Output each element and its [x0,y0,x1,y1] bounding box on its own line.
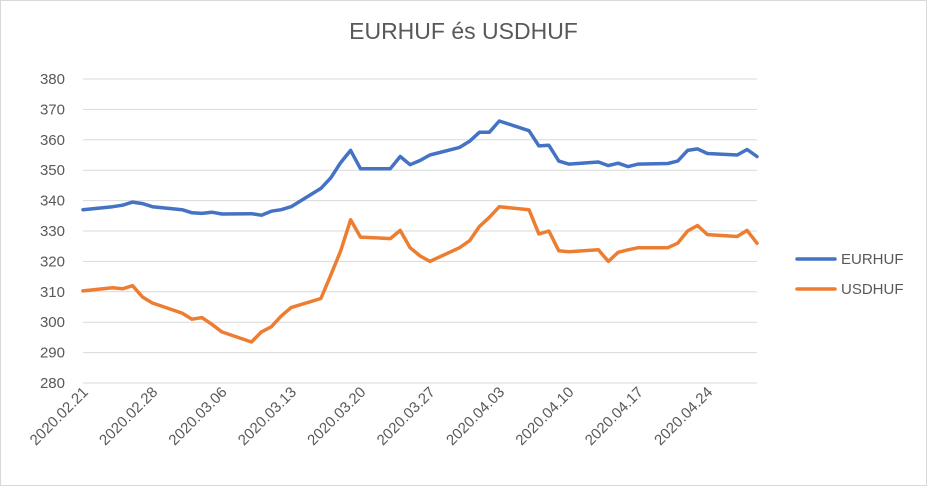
y-tick-label: 320 [40,253,65,270]
x-tick-label: 2020.04.10 [512,384,577,449]
y-tick-label: 310 [40,284,65,301]
x-tick-label: 2020.02.28 [96,384,161,449]
y-tick-label: 350 [40,162,65,179]
y-tick-label: 330 [40,223,65,240]
x-tick-label: 2020.03.20 [304,384,369,449]
y-axis-tick-labels: 280 290 300 310 320 330 340 350 360 370 380 [40,71,65,392]
series-lines [81,119,759,344]
x-tick-label: 2020.03.06 [165,384,230,449]
gridlines [83,78,757,384]
y-tick-label: 380 [40,71,65,88]
chart-title: EURHUF és USDHUF [349,18,578,44]
y-tick-label: 370 [40,101,65,118]
legend-label-usdhuf: USDHUF [841,281,904,298]
x-tick-label: 2020.03.13 [235,384,300,449]
series-line-eurhuf [81,119,759,217]
x-tick-label: 2020.03.27 [374,384,439,449]
x-tick-label: 2020.04.24 [651,384,716,449]
series-line-usdhuf [81,204,759,344]
legend: EURHUF USDHUF [795,251,904,298]
y-tick-label: 360 [40,132,65,149]
x-axis-tick-labels: 2020.02.21 2020.02.28 2020.03.06 2020.03.13… [27,384,717,449]
x-tick-label: 2020.04.17 [582,384,647,449]
y-tick-label: 300 [40,314,65,331]
x-tick-label: 2020.02.21 [27,384,92,449]
y-tick-label: 280 [40,375,65,392]
x-tick-label: 2020.04.03 [443,384,508,449]
y-tick-label: 340 [40,193,65,210]
y-tick-label: 290 [40,345,65,362]
legend-label-eurhuf: EURHUF [841,251,904,268]
